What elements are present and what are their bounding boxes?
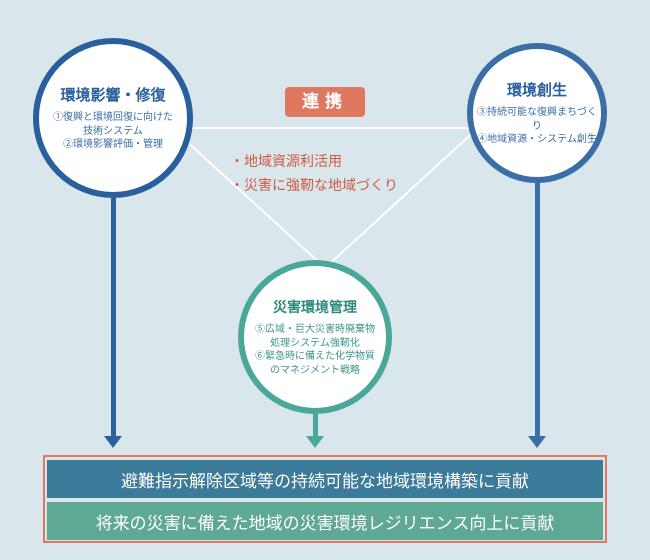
node-body: ①復興と環境回復に向けた技術システム②環境影響評価・管理 [53,111,173,152]
node-line: ④地域資源・システム創生 [473,133,601,147]
diagram-canvas: 連携 ・地域資源利活用・災害に強靭な地域づくり 環境影響・修復 ①復興と環境回復… [0,0,650,560]
node-impact-restoration: 環境影響・修復 ①復興と環境回復に向けた技術システム②環境影響評価・管理 [33,38,193,198]
banner-text: 避難指示解除区域等の持続可能な地域環境構築に貢献 [121,467,529,492]
center-text: ・地域資源利活用・災害に強靭な地域づくり [230,150,398,198]
center-line: ・地域資源利活用 [230,150,398,174]
cooperation-badge: 連携 [285,87,365,117]
banner-contribution-2: 将来の災害に備えた地域の災害環境レジリエンス向上に貢献 [47,502,603,540]
node-line: 技術システム [53,125,173,139]
banner-text: 将来の災害に備えた地域の災害環境レジリエンス向上に貢献 [96,509,555,534]
banner-contribution-1: 避難指示解除区域等の持続可能な地域環境構築に貢献 [47,460,603,498]
node-body: ③持続可能な復興まちづくり④地域資源・システム創生 [473,106,601,147]
node-line: ①復興と環境回復に向けた [53,111,173,125]
node-body: ⑤広域・巨大災害時廃棄物処理システム強靭化⑥緊急時に備えた化学物質のマネジメント… [255,323,375,377]
node-line: ⑤広域・巨大災害時廃棄物 [255,323,375,337]
node-title: 災害環境管理 [273,297,357,317]
node-line: ⑥緊急時に備えた化学物質 [255,350,375,364]
node-line: ③持続可能な復興まちづくり [473,106,601,133]
node-title: 環境創生 [507,79,567,100]
node-line: のマネジメント戦略 [255,364,375,378]
center-line: ・災害に強靭な地域づくり [230,174,398,198]
badge-text: 連携 [302,92,348,111]
node-management: 災害環境管理 ⑤広域・巨大災害時廃棄物処理システム強靭化⑥緊急時に備えた化学物質… [238,260,392,414]
node-line: 処理システム強靭化 [255,337,375,351]
node-line: ②環境影響評価・管理 [53,138,173,152]
node-title: 環境影響・修復 [60,84,165,105]
node-creation: 環境創生 ③持続可能な復興まちづくり④地域資源・システム創生 [467,43,607,183]
